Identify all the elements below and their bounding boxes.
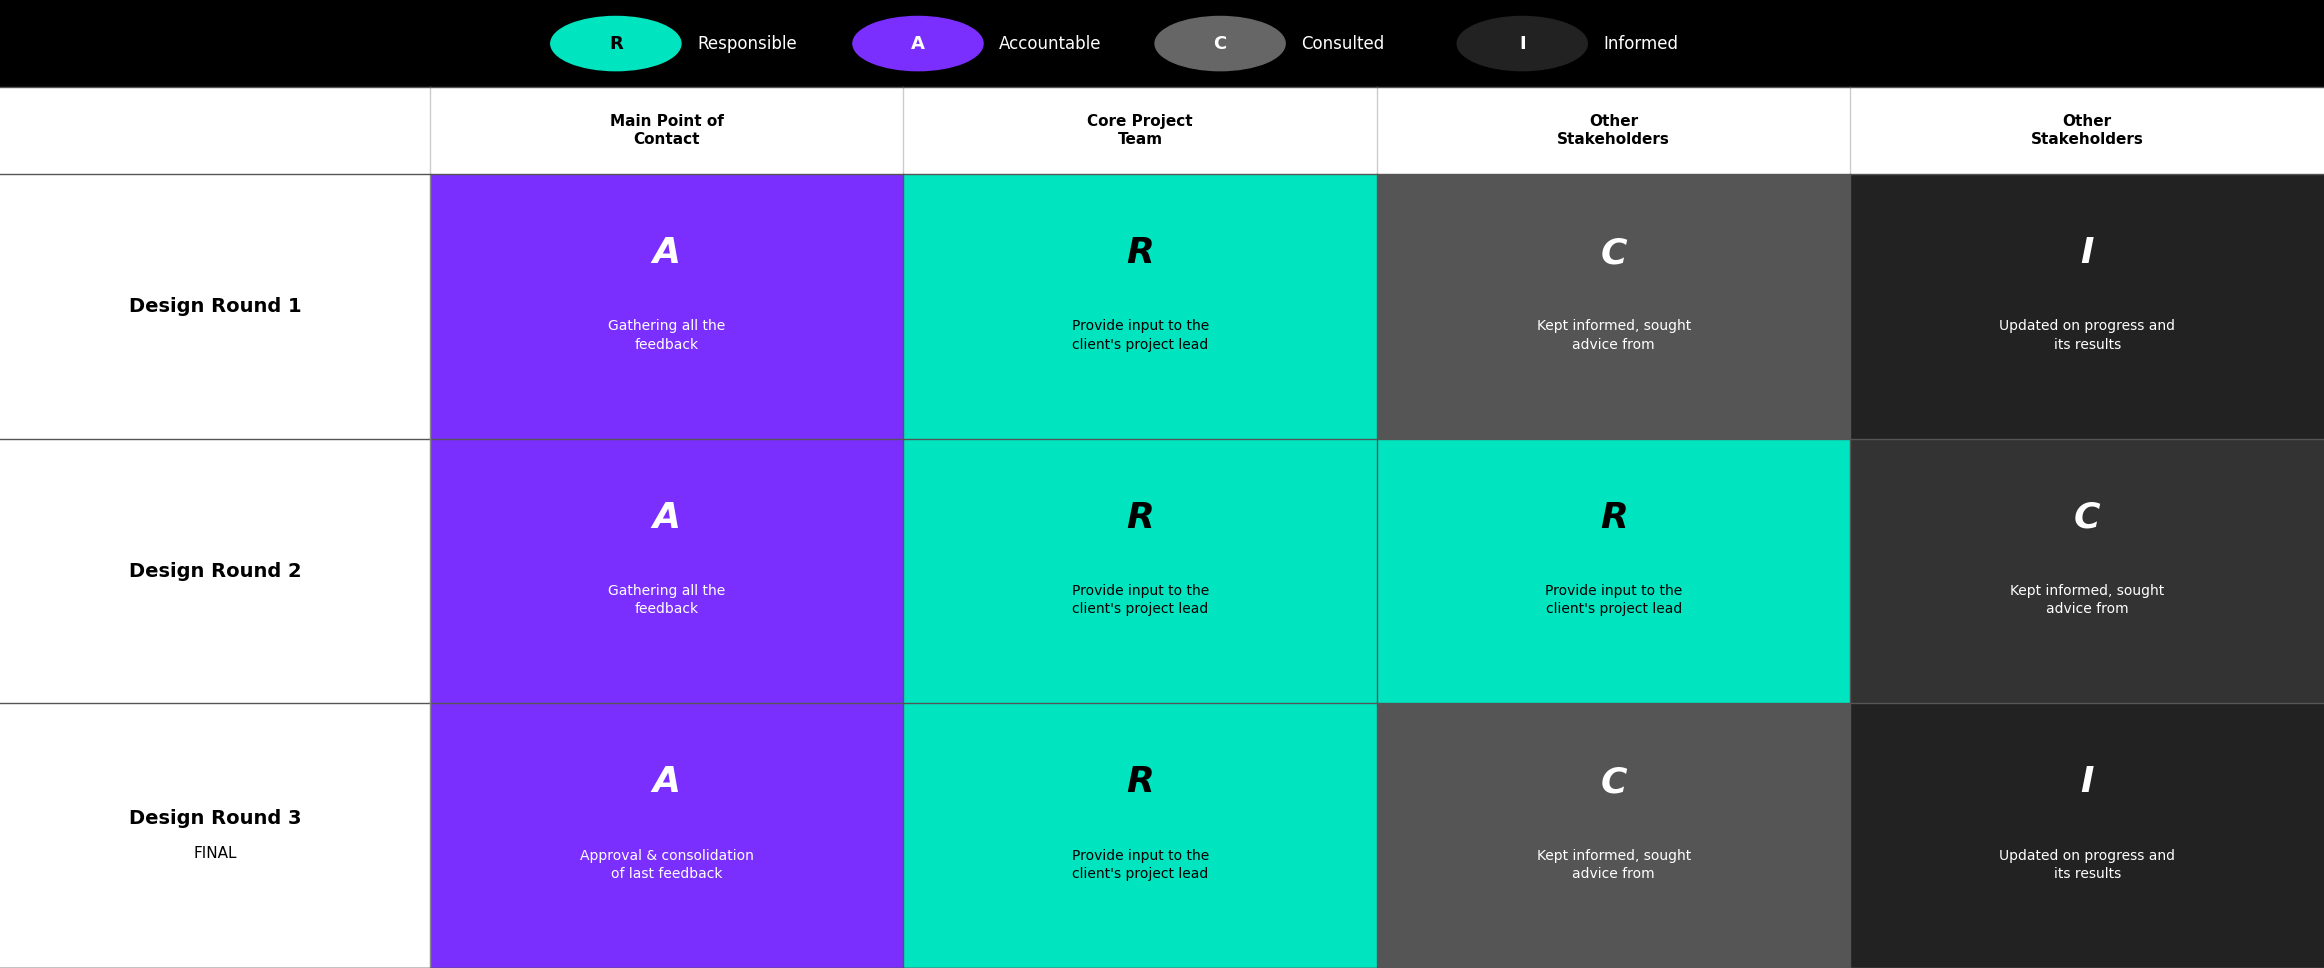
Text: Provide input to the
client's project lead: Provide input to the client's project le…: [1071, 849, 1208, 881]
Text: I: I: [1520, 35, 1525, 52]
FancyBboxPatch shape: [430, 439, 904, 704]
Text: C: C: [2073, 500, 2101, 535]
Text: A: A: [653, 500, 681, 535]
Text: C: C: [1601, 766, 1627, 800]
Text: R: R: [609, 35, 623, 52]
Text: Main Point of
Contact: Main Point of Contact: [609, 114, 723, 147]
Text: Updated on progress and
its results: Updated on progress and its results: [1999, 849, 2175, 881]
Text: Design Round 2: Design Round 2: [128, 561, 302, 581]
FancyBboxPatch shape: [1376, 704, 1850, 968]
FancyBboxPatch shape: [904, 439, 1376, 704]
Text: C: C: [1213, 35, 1227, 52]
FancyBboxPatch shape: [0, 174, 430, 439]
FancyBboxPatch shape: [0, 439, 430, 704]
Text: Gathering all the
feedback: Gathering all the feedback: [609, 584, 725, 617]
FancyBboxPatch shape: [1376, 439, 1850, 704]
FancyBboxPatch shape: [1376, 174, 1850, 439]
Text: Core Project
Team: Core Project Team: [1088, 114, 1192, 147]
Text: Approval & consolidation
of last feedback: Approval & consolidation of last feedbac…: [579, 849, 753, 881]
Text: Kept informed, sought
advice from: Kept informed, sought advice from: [2010, 584, 2164, 617]
FancyBboxPatch shape: [0, 87, 2324, 174]
Circle shape: [551, 16, 681, 71]
Text: I: I: [2080, 236, 2094, 270]
FancyBboxPatch shape: [430, 704, 904, 968]
Text: Consulted: Consulted: [1301, 35, 1385, 52]
FancyBboxPatch shape: [430, 174, 904, 439]
Text: Provide input to the
client's project lead: Provide input to the client's project le…: [1071, 319, 1208, 351]
Text: A: A: [653, 766, 681, 800]
Text: R: R: [1127, 500, 1155, 535]
FancyBboxPatch shape: [1850, 704, 2324, 968]
Text: R: R: [1599, 500, 1627, 535]
Text: Other
Stakeholders: Other Stakeholders: [1557, 114, 1671, 147]
FancyBboxPatch shape: [0, 704, 430, 968]
Text: A: A: [653, 236, 681, 270]
Text: R: R: [1127, 236, 1155, 270]
Text: Provide input to the
client's project lead: Provide input to the client's project le…: [1071, 584, 1208, 617]
Text: Design Round 1: Design Round 1: [128, 297, 302, 316]
Text: C: C: [1601, 236, 1627, 270]
Text: Other
Stakeholders: Other Stakeholders: [2031, 114, 2143, 147]
FancyBboxPatch shape: [904, 704, 1376, 968]
FancyBboxPatch shape: [904, 174, 1376, 439]
Text: Kept informed, sought
advice from: Kept informed, sought advice from: [1536, 319, 1692, 351]
FancyBboxPatch shape: [1850, 174, 2324, 439]
Text: Accountable: Accountable: [999, 35, 1102, 52]
Text: Provide input to the
client's project lead: Provide input to the client's project le…: [1545, 584, 1683, 617]
Circle shape: [1155, 16, 1285, 71]
Text: R: R: [1127, 766, 1155, 800]
Text: FINAL: FINAL: [193, 846, 237, 861]
Circle shape: [1457, 16, 1587, 71]
Text: Informed: Informed: [1604, 35, 1678, 52]
Text: A: A: [911, 35, 925, 52]
Text: I: I: [2080, 766, 2094, 800]
Circle shape: [853, 16, 983, 71]
FancyBboxPatch shape: [1850, 439, 2324, 704]
Text: Responsible: Responsible: [697, 35, 797, 52]
Text: Design Round 3: Design Round 3: [128, 809, 302, 828]
Text: Gathering all the
feedback: Gathering all the feedback: [609, 319, 725, 351]
Text: Kept informed, sought
advice from: Kept informed, sought advice from: [1536, 849, 1692, 881]
Text: Updated on progress and
its results: Updated on progress and its results: [1999, 319, 2175, 351]
